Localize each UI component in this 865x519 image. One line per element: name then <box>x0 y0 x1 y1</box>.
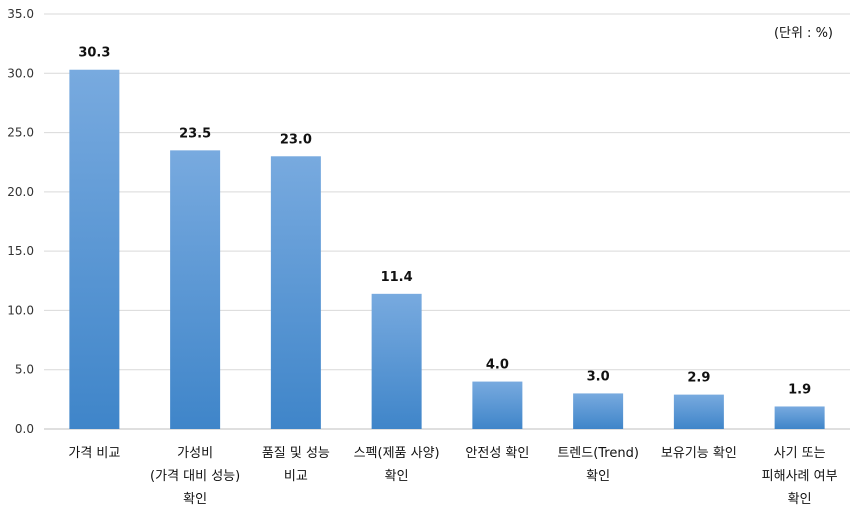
y-tick-label: 20.0 <box>7 185 34 199</box>
category-label: 가격 비교 <box>68 446 120 461</box>
bar <box>170 150 221 429</box>
category-label: 사기 또는 피해사례 여부 확인 <box>762 446 838 507</box>
category-label: 트렌드(Trend) 확인 <box>557 446 639 484</box>
bar <box>774 406 825 429</box>
y-tick-label: 15.0 <box>7 244 34 258</box>
bar <box>673 394 724 429</box>
data-label: 4.0 <box>486 358 509 373</box>
bar <box>573 393 624 429</box>
data-labels: 30.3 23.5 23.0 11.4 4.0 3.0 2.9 1.9 <box>78 46 811 398</box>
data-label: 2.9 <box>687 371 710 386</box>
category-label: 안전성 확인 <box>465 446 529 461</box>
data-label: 23.0 <box>280 132 312 147</box>
y-tick-label: 25.0 <box>7 126 34 140</box>
gridlines <box>44 13 850 430</box>
y-tick-label: 10.0 <box>7 303 34 317</box>
y-axis-ticks: 0.0 5.0 10.0 15.0 20.0 25.0 30.0 35.0 <box>7 7 34 436</box>
bar <box>371 293 422 429</box>
y-tick-label: 5.0 <box>15 363 34 377</box>
y-tick-label: 30.0 <box>7 66 34 80</box>
data-label: 23.5 <box>179 126 211 141</box>
y-tick-label: 35.0 <box>7 7 34 21</box>
category-label: 보유기능 확인 <box>661 446 737 461</box>
data-label: 3.0 <box>587 369 610 384</box>
data-label: 30.3 <box>78 46 110 61</box>
category-labels: 가격 비교 가성비 (가격 대비 성능) 확인 품질 및 성능 비교 스펙(제품 사양) 확인… <box>68 446 837 507</box>
bar <box>472 381 523 429</box>
category-label: 품질 및 성능 비교 <box>262 446 330 484</box>
category-label: 스펙(제품 사양) 확인 <box>354 446 440 484</box>
data-label: 1.9 <box>788 382 811 397</box>
bar <box>270 156 321 430</box>
data-label: 11.4 <box>381 270 413 285</box>
category-label: 가성비 (가격 대비 성능) 확인 <box>150 446 240 507</box>
unit-note: (단위 : %) <box>773 26 833 41</box>
y-tick-label: 0.0 <box>15 422 34 436</box>
bar <box>69 69 120 429</box>
bars <box>69 69 825 430</box>
